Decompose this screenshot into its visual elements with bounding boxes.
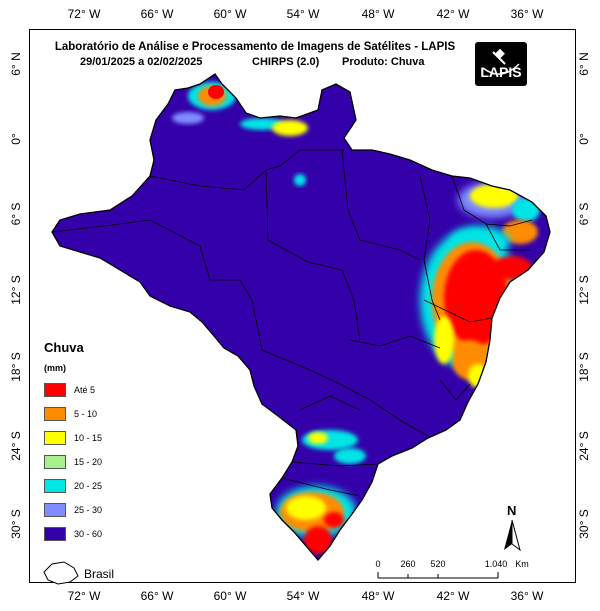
lon-tick-top: 60° W [213, 7, 247, 21]
legend-label: 5 - 10 [74, 409, 98, 419]
legend-label: 25 - 30 [74, 505, 103, 515]
legend-item: Até 5 [44, 378, 102, 402]
map-title: Laboratório de Análise e Processamento d… [54, 41, 456, 53]
legend-label: Até 5 [74, 385, 96, 395]
legend-unit: (mm) [44, 363, 66, 373]
legend-title: Chuva [44, 340, 84, 355]
legend-label: 20 - 25 [74, 481, 103, 491]
legend-item: 10 - 15 [44, 426, 102, 450]
legend-swatch [44, 527, 66, 541]
legend-item: 15 - 20 [44, 450, 102, 474]
legend-label: 15 - 20 [74, 457, 103, 467]
legend-item: 20 - 25 [44, 474, 102, 498]
logo-text: LAPIS [480, 64, 522, 80]
lon-tick-bottom: 60° W [213, 589, 247, 603]
lon-tick-top: 66° W [140, 7, 174, 21]
legend-item: 25 - 30 [44, 498, 102, 522]
scale-bar [377, 572, 499, 579]
legend-label: 10 - 15 [74, 433, 103, 443]
map-model: CHIRPS (2.0) [252, 56, 320, 68]
scale-unit: Km [515, 559, 529, 569]
lapis-logo: LAPIS [475, 42, 527, 86]
inset-label: Brasil [84, 567, 115, 581]
legend-swatch [44, 479, 66, 493]
lon-tick-top: 42° W [436, 7, 470, 21]
legend-swatch [44, 407, 66, 421]
legend-label: 30 - 60 [74, 529, 103, 539]
lon-tick-bottom: 36° W [510, 589, 544, 603]
logo-satellite-icon [482, 48, 520, 75]
legend: Chuva (mm) Até 5 5 - 10 10 - 15 15 - 20 20 -… [44, 340, 102, 546]
lon-tick-top: 36° W [510, 7, 544, 21]
lon-tick-bottom: 54° W [286, 589, 320, 603]
map-date-range: 29/01/2025 a 02/02/2025 [80, 56, 203, 68]
north-label: N [507, 503, 517, 518]
north-arrow-icon [504, 519, 521, 552]
scale-label: 520 [430, 559, 446, 569]
lon-tick-top: 54° W [286, 7, 320, 21]
map-product: Produto: Chuva [342, 56, 425, 68]
scale-label: 0 [375, 559, 381, 569]
lon-tick-bottom: 72° W [67, 589, 101, 603]
legend-swatch [44, 383, 66, 397]
scale-label: 260 [400, 559, 416, 569]
state-borders [51, 149, 533, 497]
legend-swatch [44, 431, 66, 445]
lon-tick-top: 48° W [361, 7, 395, 21]
legend-item: 30 - 60 [44, 522, 102, 546]
lon-tick-bottom: 48° W [361, 589, 395, 603]
scale-label: 1.040 [484, 559, 508, 569]
legend-swatch [44, 455, 66, 469]
legend-item: 5 - 10 [44, 402, 102, 426]
lon-tick-bottom: 42° W [436, 589, 470, 603]
lon-tick-bottom: 66° W [140, 589, 174, 603]
legend-swatch [44, 503, 66, 517]
lon-tick-top: 72° W [67, 7, 101, 21]
brazil-inset-icon [43, 561, 79, 585]
